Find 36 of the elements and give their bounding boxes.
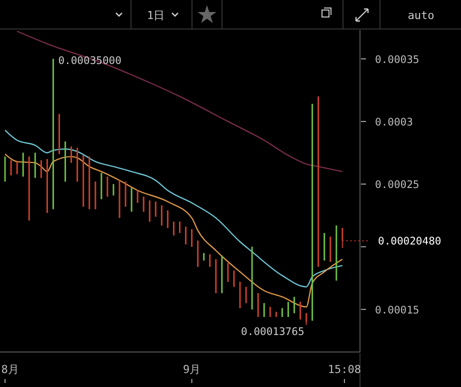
- y-tick-label: 0.00025: [375, 179, 420, 192]
- annotation: 0.00013765: [241, 326, 304, 338]
- ref-line-label: 0.00020480: [378, 236, 442, 248]
- candlestick: [142, 196, 144, 212]
- candlestick: [191, 228, 193, 248]
- candlestick: [136, 190, 138, 204]
- text: auto: [408, 9, 434, 22]
- candlestick: [10, 160, 12, 176]
- candlestick: [185, 226, 187, 245]
- candlestick: [342, 227, 344, 249]
- x-tick-label: 15:08: [328, 363, 361, 376]
- x-tick-label: 9月: [182, 363, 201, 376]
- candlestick: [154, 201, 156, 218]
- candlestick: [209, 254, 211, 268]
- candlestick: [166, 210, 168, 228]
- candlestick: [106, 176, 108, 198]
- y-tick-label: 0.00015: [375, 304, 420, 316]
- line-series: [4, 153, 344, 308]
- candlestick: [112, 184, 114, 196]
- candlestick: [40, 160, 42, 178]
- candlestick: [257, 292, 259, 318]
- candlestick: [70, 146, 72, 164]
- candlestick: [306, 312, 308, 326]
- y-tick-label: 0.0003: [375, 116, 413, 128]
- candlestick: [172, 221, 174, 236]
- candlestick: [287, 301, 289, 318]
- candlestick: [233, 270, 235, 288]
- line-series: [16, 30, 344, 172]
- x-tick-label: 8月: [1, 363, 19, 376]
- candlestick: [160, 204, 162, 226]
- candlestick: [263, 302, 265, 318]
- line-series: [4, 130, 344, 288]
- candlestick: [227, 262, 229, 282]
- candlestick: [16, 161, 18, 175]
- text: 1日: [147, 9, 165, 22]
- y-tick-label: 0.00035: [375, 54, 420, 66]
